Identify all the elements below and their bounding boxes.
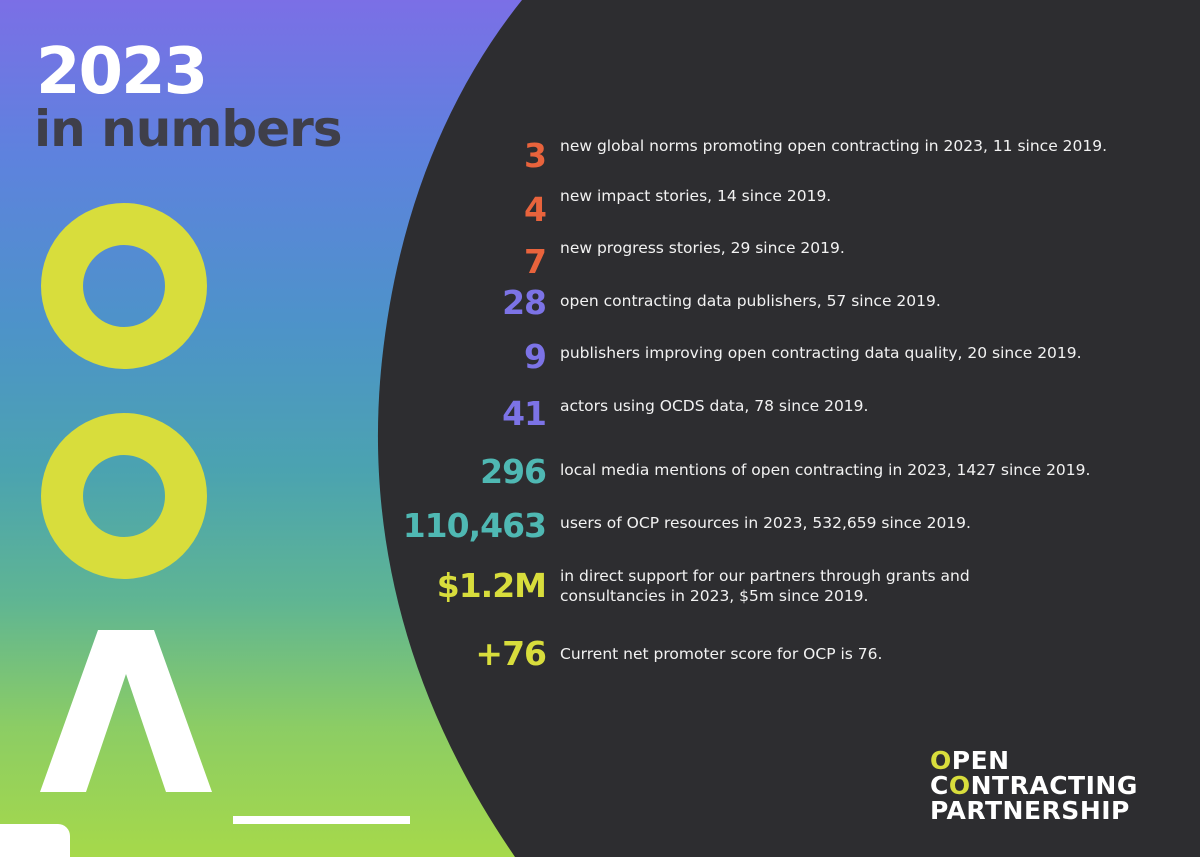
stat-label: open contracting data publishers, 57 sin…	[560, 292, 941, 310]
stat-value: 9	[524, 337, 547, 376]
caret-icon	[40, 630, 212, 792]
stat-row-media: 296 local media mentions of open contrac…	[400, 452, 1180, 492]
ocp-logo: OPEN CONTRACTING PARTNERSHIP	[930, 748, 1170, 823]
stat-label-line2: consultancies in 2023, $5m since 2019.	[560, 587, 869, 605]
stat-value: $1.2M	[436, 566, 547, 605]
title-year: 2023	[36, 35, 208, 109]
stat-row-progress: 7 new progress stories, 29 since 2019.	[400, 239, 1180, 282]
title-subtitle: in numbers	[34, 100, 343, 158]
stat-value: 110,463	[402, 506, 547, 545]
logo-line-contracting: CONTRACTING	[930, 771, 1138, 800]
stat-value: +76	[475, 634, 547, 673]
stat-row-impact: 4 new impact stories, 14 since 2019.	[400, 187, 1180, 230]
stat-label: local media mentions of open contracting…	[560, 461, 1091, 479]
stat-label: Current net promoter score for OCP is 76…	[560, 645, 883, 663]
stat-row-net-promoter: +76 Current net promoter score for OCP i…	[400, 634, 1180, 674]
stat-value: 4	[524, 190, 547, 229]
logo-line-open: OPEN	[930, 746, 1010, 775]
underline-bar	[233, 816, 410, 824]
corner-patch	[0, 824, 70, 857]
ring-icon	[41, 413, 207, 579]
stat-label: users of OCP resources in 2023, 532,659 …	[560, 514, 971, 532]
stat-row-ocds-users: 41 actors using OCDS data, 78 since 2019…	[400, 394, 1180, 434]
stat-row-publishers: 28 open contracting data publishers, 57 …	[400, 283, 1180, 323]
stat-row-direct-support: $1.2M in direct support for our partners…	[400, 566, 1180, 614]
ring-icon	[41, 203, 207, 369]
stat-row-norms: 3 new global norms promoting open contra…	[400, 136, 1180, 176]
stat-label-line1: in direct support for our partners throu…	[560, 567, 970, 585]
stat-label: publishers improving open contracting da…	[560, 344, 1082, 362]
stat-label: new impact stories, 14 since 2019.	[560, 187, 832, 205]
stat-value: 28	[502, 283, 547, 322]
logo-line-partnership: PARTNERSHIP	[930, 796, 1130, 825]
stat-value: 3	[524, 136, 547, 175]
stat-label: new global norms promoting open contract…	[560, 137, 1108, 155]
stat-value: 296	[480, 452, 547, 491]
stat-value: 41	[502, 394, 547, 433]
stat-row-quality: 9 publishers improving open contracting …	[400, 337, 1180, 377]
stat-value: 7	[524, 242, 547, 281]
stat-label: actors using OCDS data, 78 since 2019.	[560, 397, 869, 415]
stat-label: new progress stories, 29 since 2019.	[560, 239, 845, 257]
stat-row-resource-users: 110,463 users of OCP resources in 2023, …	[400, 506, 1180, 546]
